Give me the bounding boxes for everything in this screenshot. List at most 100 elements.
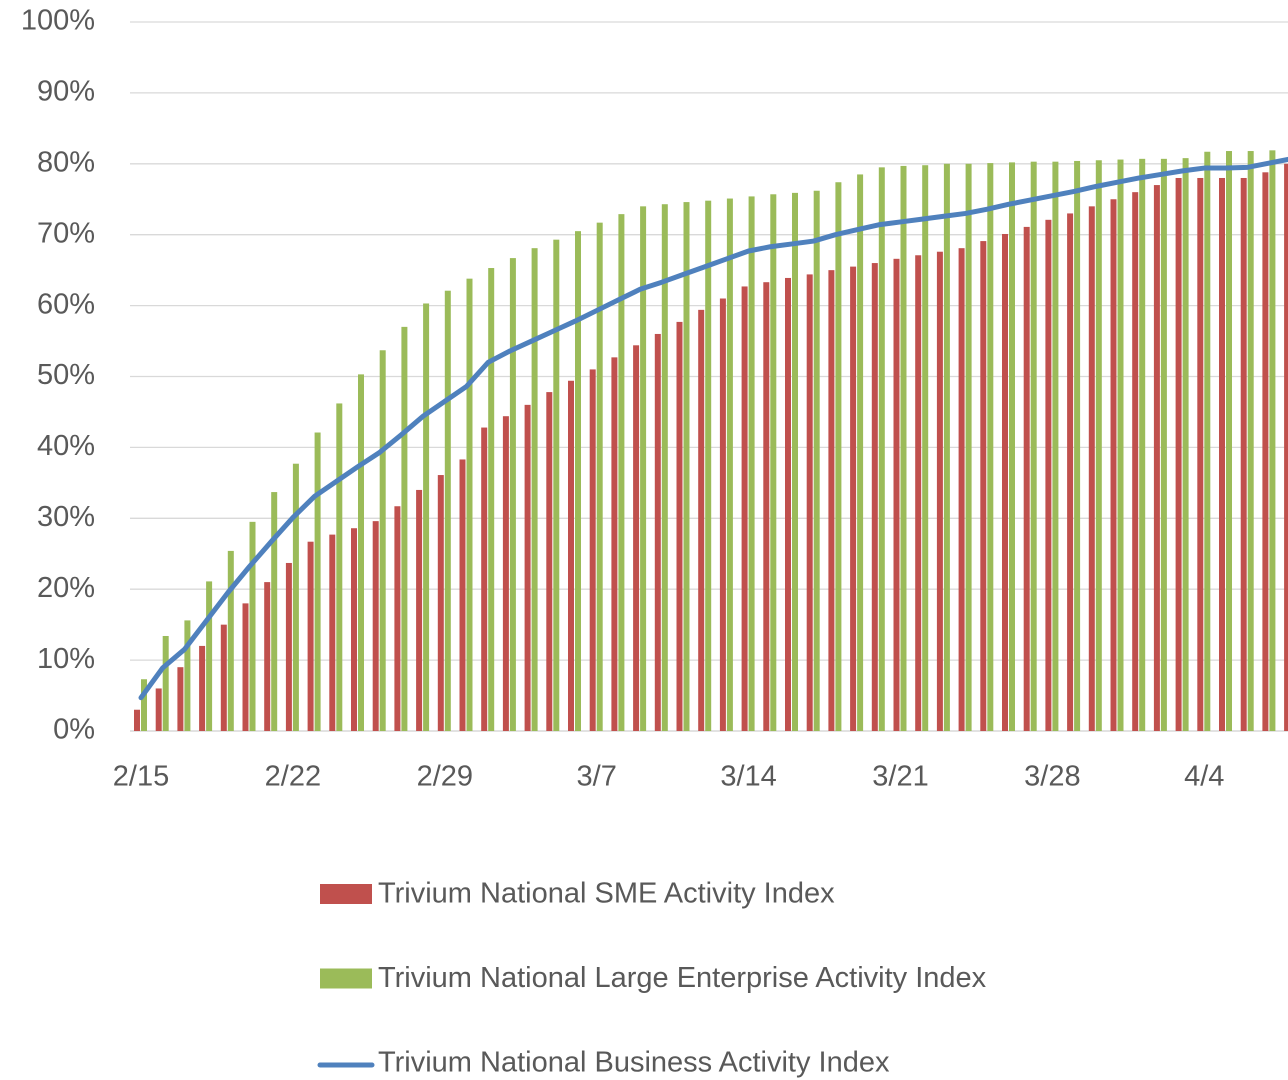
bar: [444, 290, 451, 731]
bar: [1240, 177, 1247, 732]
bar: [141, 679, 147, 731]
bar: [1095, 160, 1102, 731]
x-tick-label: 2/22: [265, 761, 321, 793]
bar: [640, 206, 647, 732]
bar: [1023, 226, 1030, 731]
bar: [401, 326, 408, 731]
bar: [893, 258, 900, 731]
bar: [792, 192, 798, 731]
bar: [719, 298, 726, 731]
bar: [1262, 172, 1269, 732]
bar: [466, 278, 473, 731]
bar: [1074, 160, 1081, 732]
bar: [871, 263, 878, 731]
bar: [264, 582, 271, 731]
bar: [481, 427, 488, 731]
bar: [242, 603, 249, 731]
bar: [611, 357, 618, 731]
bar: [980, 241, 987, 731]
line: [138, 156, 1288, 701]
bar: [770, 194, 777, 732]
bar: [1269, 150, 1276, 732]
legend-label: Trivium National Large Enterprise Activi…: [378, 962, 987, 994]
bar: [661, 204, 668, 731]
bar: [1219, 177, 1225, 732]
bar: [162, 635, 169, 731]
y-tick-label: 50%: [37, 359, 95, 391]
bar: [1045, 219, 1052, 731]
bar: [575, 231, 581, 731]
bar: [1153, 185, 1160, 731]
bar: [459, 459, 466, 731]
bar: [654, 333, 661, 731]
bar: [813, 190, 820, 731]
bar: [336, 403, 343, 731]
bar: [1132, 192, 1139, 731]
bar: [1284, 163, 1288, 732]
bar: [1175, 177, 1182, 732]
bar: [589, 369, 596, 731]
legend-swatch: [320, 884, 372, 904]
bar: [850, 266, 857, 731]
bar: [329, 534, 336, 731]
bar: [292, 463, 299, 731]
bar: [1160, 158, 1167, 731]
x-tick-label: 2/29: [417, 761, 473, 793]
bar: [1182, 158, 1189, 732]
y-tick-label: 40%: [37, 430, 95, 462]
bar: [748, 196, 755, 731]
bar: [1088, 206, 1095, 732]
x-tick-label: 3/14: [720, 761, 776, 793]
bar: [943, 163, 950, 732]
y-tick-label: 30%: [37, 501, 95, 533]
bar: [177, 667, 184, 731]
y-tick-label: 20%: [37, 572, 95, 604]
bar: [423, 303, 430, 731]
bar: [358, 374, 364, 731]
bar: [763, 282, 770, 731]
x-tick-label: 3/28: [1024, 761, 1080, 793]
bar: [900, 165, 907, 731]
bar: [184, 620, 191, 731]
bar: [936, 251, 943, 731]
bar: [416, 489, 423, 731]
x-tick-label: 3/21: [872, 761, 928, 793]
y-tick-label: 0%: [53, 714, 95, 746]
bar: [878, 167, 885, 732]
bar: [1247, 151, 1254, 732]
bar: [285, 562, 292, 731]
bar: [1204, 151, 1211, 731]
y-tick-label: 10%: [37, 643, 95, 675]
bar: [915, 255, 922, 732]
bar: [726, 198, 733, 731]
bar: [553, 239, 560, 731]
bar: [307, 541, 314, 731]
bar: [922, 165, 929, 731]
bar: [220, 624, 227, 731]
bar: [965, 163, 972, 732]
bar: [857, 174, 864, 731]
legend-label: Trivium National SME Activity Index: [378, 878, 835, 910]
x-tick-label: 3/7: [577, 761, 617, 793]
bar: [698, 309, 705, 731]
bar: [394, 506, 401, 731]
bar: [372, 521, 379, 731]
bar: [531, 248, 538, 731]
bar: [705, 200, 712, 732]
legend-label: Trivium National Business Activity Index: [378, 1047, 890, 1079]
bar: [676, 321, 683, 731]
bar: [546, 392, 553, 731]
bar: [806, 274, 813, 731]
bar: [958, 248, 965, 731]
bar: [379, 350, 386, 731]
bar: [227, 550, 234, 731]
legend-swatch: [320, 968, 372, 989]
y-tick-label: 80%: [37, 146, 95, 178]
y-tick-label: 70%: [37, 217, 95, 249]
bar: [987, 163, 994, 731]
bar: [524, 404, 531, 731]
bar: [633, 345, 640, 731]
bar: [741, 286, 748, 731]
